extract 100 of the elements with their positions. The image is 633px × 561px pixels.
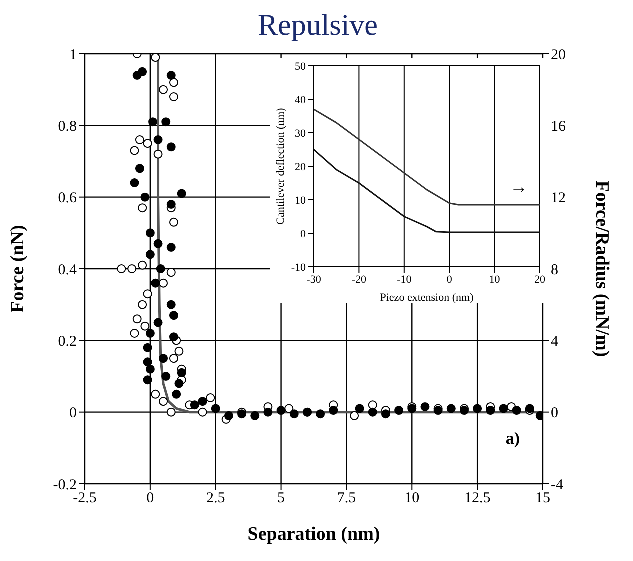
point xyxy=(169,332,178,342)
point xyxy=(159,397,168,406)
x-tick-label: -20 xyxy=(352,274,368,286)
point xyxy=(143,139,152,148)
point xyxy=(146,228,155,238)
point xyxy=(290,410,299,419)
y2-axis-title: Force/Radius (mN/m) xyxy=(591,180,612,358)
point xyxy=(224,411,234,420)
annotation: → xyxy=(510,177,528,197)
y2-tick-label: 8 xyxy=(551,262,558,278)
point xyxy=(512,406,522,416)
y-tick-label: 0 xyxy=(70,406,77,422)
point xyxy=(138,300,148,310)
x-tick-label: -2.5 xyxy=(73,490,97,507)
point xyxy=(166,71,176,80)
y-tick-label: 0.8 xyxy=(58,118,77,135)
point xyxy=(151,278,160,288)
x-tick-label: 0 xyxy=(446,274,453,286)
point xyxy=(250,411,260,420)
line-series xyxy=(314,149,540,234)
x-tick-label: 5 xyxy=(278,490,286,507)
point xyxy=(381,410,390,419)
point xyxy=(159,278,168,288)
point xyxy=(154,318,163,328)
point xyxy=(190,400,200,410)
point xyxy=(198,408,208,417)
point xyxy=(162,118,171,127)
y2-tick-label: 20 xyxy=(551,47,566,64)
y2-tick-label: 12 xyxy=(551,190,566,207)
point xyxy=(117,264,126,274)
x-tick-label: 7.5 xyxy=(337,490,356,507)
y-tick-label: 0 xyxy=(300,228,306,240)
point xyxy=(143,358,152,367)
point xyxy=(138,260,148,270)
y-axis-title: Cantilever deflection (nm) xyxy=(274,108,287,225)
point xyxy=(159,354,168,364)
y-tick-label: 0.2 xyxy=(58,334,77,350)
y2-tick-label: -4 xyxy=(551,477,564,494)
point xyxy=(146,364,155,374)
x-tick-label: 20 xyxy=(534,274,546,286)
point xyxy=(211,404,220,414)
point xyxy=(130,329,140,338)
x-tick-label: 12.5 xyxy=(464,490,491,507)
point xyxy=(143,290,152,299)
point xyxy=(159,85,168,94)
y-tick-label: 0.6 xyxy=(58,190,78,207)
point xyxy=(135,136,144,144)
x-tick-label: -30 xyxy=(306,274,322,286)
point xyxy=(151,390,160,399)
point xyxy=(350,411,360,420)
point xyxy=(132,314,142,324)
x-tick-label: 10 xyxy=(404,490,420,507)
y-tick-label: -0.2 xyxy=(53,477,77,494)
point xyxy=(130,178,140,188)
point xyxy=(166,300,176,310)
point xyxy=(166,200,176,209)
point xyxy=(169,92,178,102)
y-axis-title: Force (nN) xyxy=(8,225,29,313)
y-tick-label: -10 xyxy=(291,262,306,274)
point xyxy=(316,410,326,419)
point xyxy=(198,397,208,406)
point xyxy=(140,192,150,202)
point xyxy=(169,218,178,227)
point xyxy=(206,394,216,402)
point xyxy=(154,239,163,248)
point xyxy=(140,322,150,331)
point xyxy=(177,368,186,378)
point xyxy=(138,204,148,213)
point xyxy=(473,404,482,414)
point xyxy=(174,379,184,388)
x-axis-title: Separation (nm) xyxy=(248,524,380,545)
point xyxy=(154,136,163,144)
point xyxy=(128,264,137,274)
point xyxy=(166,142,176,152)
point xyxy=(151,54,160,62)
y-tick-label: 30 xyxy=(295,128,306,140)
point xyxy=(169,354,178,364)
point xyxy=(264,408,273,417)
point xyxy=(394,406,404,416)
point xyxy=(276,406,286,416)
point xyxy=(146,329,155,338)
point xyxy=(138,67,148,76)
point xyxy=(143,376,152,385)
line-series xyxy=(314,108,540,206)
point xyxy=(148,118,158,127)
point xyxy=(368,408,378,417)
point xyxy=(486,406,496,416)
point xyxy=(166,268,176,278)
y-tick-label: 20 xyxy=(295,161,306,174)
point xyxy=(166,243,176,252)
x-tick-label: -10 xyxy=(397,274,412,286)
point xyxy=(355,404,364,414)
point xyxy=(162,372,171,381)
y-tick-label: 0.4 xyxy=(58,262,78,278)
y2-tick-label: 0 xyxy=(551,406,558,422)
point xyxy=(130,146,140,156)
point xyxy=(174,346,184,356)
x-tick-label: 2.5 xyxy=(206,490,226,507)
annotation: a) xyxy=(506,429,520,449)
y2-tick-label: 4 xyxy=(551,334,559,350)
